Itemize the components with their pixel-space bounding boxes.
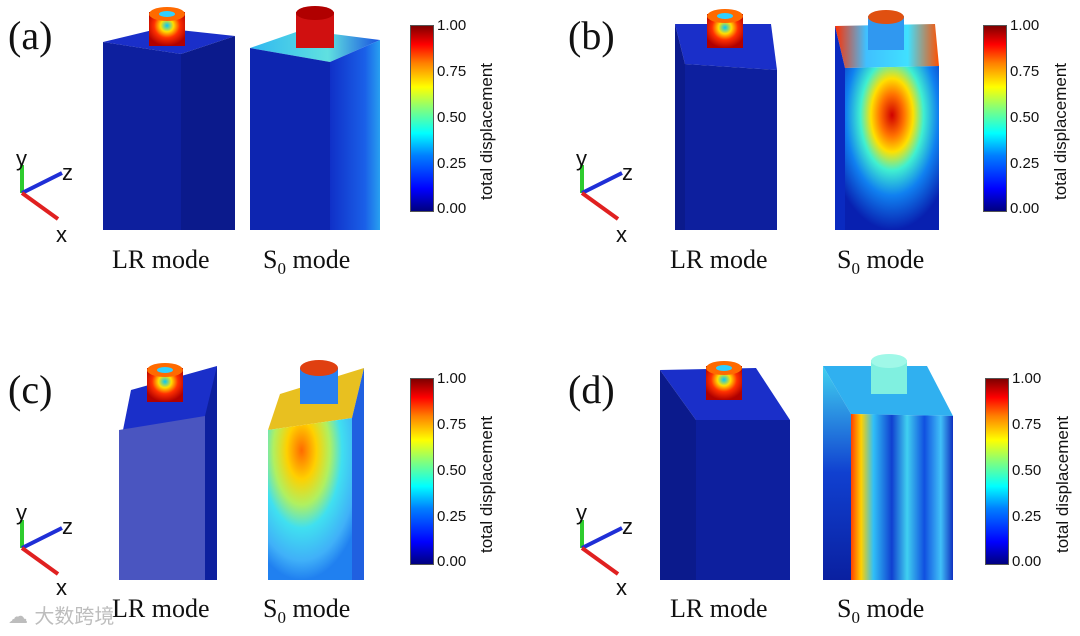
colorbar-tick: 1.00: [1010, 17, 1040, 34]
colorbar-title: total displacement: [477, 415, 496, 553]
colorbar: [983, 25, 1007, 212]
s0-main: S: [837, 245, 852, 274]
axis-x-label: x: [56, 222, 67, 247]
s0-tail: mode: [859, 245, 925, 274]
colorbar-tick: 0.75: [1010, 63, 1040, 80]
colorbar-tick: 0.50: [1012, 462, 1042, 479]
colorbar-tick: 0.00: [437, 553, 467, 570]
axis-triad: [580, 165, 623, 221]
s0-mode-label: S0 mode: [263, 245, 350, 279]
colorbar-tick: 0.75: [437, 416, 467, 433]
axis-y-label: y: [16, 500, 27, 525]
colorbar-tick: 1.00: [1012, 370, 1042, 387]
axis-x-label: x: [616, 575, 627, 600]
colorbar-tick: 0.50: [1010, 109, 1040, 126]
colorbar-title: total displacement: [1051, 62, 1070, 200]
axis-z-label: z: [62, 160, 73, 185]
axis-y-label: y: [576, 500, 587, 525]
colorbar: [410, 378, 434, 565]
axis-triad: [20, 520, 63, 576]
axis-y-label: y: [16, 146, 27, 171]
lr-mode-label: LR mode: [112, 594, 210, 623]
lr-mode-label: LR mode: [670, 594, 768, 623]
axis-x-label: x: [56, 575, 67, 600]
lr-mode-pillar: [675, 9, 777, 230]
panel-b: (b) y z x LR mode: [540, 0, 1080, 300]
panel-label: (b): [568, 13, 615, 58]
colorbar-tick: 0.00: [1010, 200, 1040, 217]
s0-mode-label: S0 mode: [263, 594, 350, 628]
axis-triad: [580, 520, 623, 576]
s0-mode-label: S0 mode: [837, 245, 924, 279]
s0-sub: 0: [277, 608, 286, 628]
s0-main: S: [263, 594, 278, 623]
panel-a: (a) y z x: [0, 0, 540, 300]
axis-z-label: z: [622, 514, 633, 539]
colorbar-tick: 0.00: [437, 200, 467, 217]
s0-main: S: [837, 594, 852, 623]
lr-mode-pillar: [660, 361, 790, 580]
lr-mode-label: LR mode: [670, 245, 768, 274]
colorbar-tick: 0.25: [437, 508, 467, 525]
s0-main: S: [263, 245, 278, 274]
s0-tail: mode: [285, 594, 351, 623]
colorbar-tick: 0.75: [437, 63, 467, 80]
panel-label: (c): [8, 367, 53, 412]
watermark-icon: ☁: [8, 604, 35, 628]
s0-mode-pillar: [835, 10, 939, 230]
colorbar-tick: 0.25: [1010, 155, 1040, 172]
colorbar-tick: 0.25: [437, 155, 467, 172]
s0-sub: 0: [277, 259, 286, 279]
panel-c: (c) y z x LR mode S0 mode 1.00: [0, 330, 540, 636]
lr-mode-pillar: [119, 363, 217, 580]
axis-z-label: z: [62, 514, 73, 539]
panel-label: (d): [568, 367, 615, 412]
axis-z-label: z: [622, 160, 633, 185]
axis-triad: [20, 165, 63, 221]
colorbar-title: total displacement: [477, 62, 496, 200]
axis-y-label: y: [576, 146, 587, 171]
watermark-text: 大数跨境: [34, 604, 115, 628]
colorbar-tick: 0.50: [437, 462, 467, 479]
colorbar-tick: 1.00: [437, 17, 467, 34]
colorbar: [985, 378, 1009, 565]
colorbar-title: total displacement: [1053, 415, 1072, 553]
lr-mode-pillar: [103, 7, 235, 230]
colorbar: [410, 25, 434, 212]
colorbar-tick: 0.75: [1012, 416, 1042, 433]
panel-label: (a): [8, 13, 53, 58]
s0-mode-pillar: [823, 354, 953, 580]
colorbar-tick: 1.00: [437, 370, 467, 387]
colorbar-tick: 0.25: [1012, 508, 1042, 525]
lr-mode-label: LR mode: [112, 245, 210, 274]
panel-d: (d) y z x LR mode: [540, 330, 1080, 636]
s0-sub: 0: [851, 259, 860, 279]
colorbar-tick: 0.50: [437, 109, 467, 126]
s0-mode-pillar: [250, 6, 380, 230]
s0-sub: 0: [851, 608, 860, 628]
s0-mode-label: S0 mode: [837, 594, 924, 628]
s0-tail: mode: [285, 245, 351, 274]
axis-x-label: x: [616, 222, 627, 247]
s0-mode-pillar: [268, 360, 364, 580]
s0-tail: mode: [859, 594, 925, 623]
watermark: ☁ 大数跨境: [8, 600, 114, 629]
colorbar-tick: 0.00: [1012, 553, 1042, 570]
